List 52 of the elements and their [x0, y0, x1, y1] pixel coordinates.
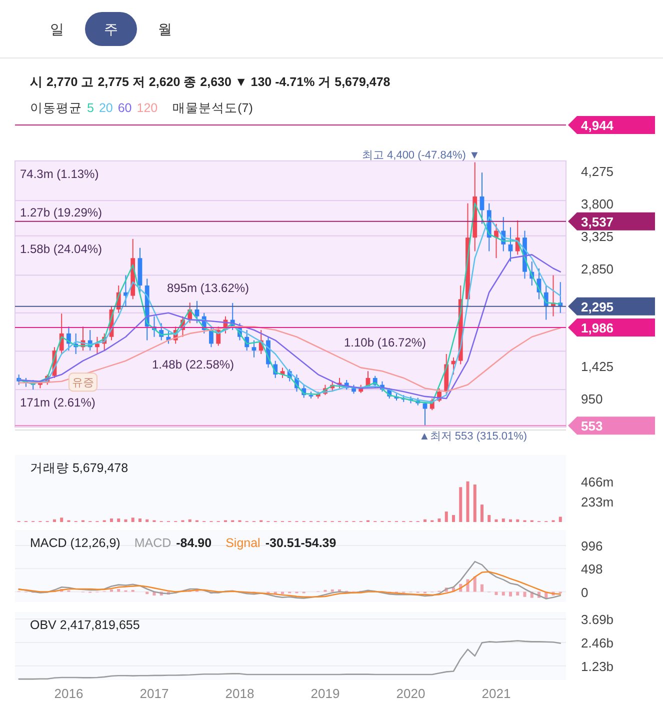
band-label: 74.3m (1.13%) — [20, 166, 99, 181]
band-label: 895m (13.62%) — [167, 281, 250, 296]
text: 60 — [118, 101, 132, 115]
band-label: 1.58b (24.04%) — [20, 242, 102, 256]
y-tick-label: 233m — [581, 494, 614, 510]
text: 거래량 5,679,478 — [30, 461, 128, 475]
y-tick-label: 3,325 — [581, 228, 614, 244]
x-tick-label: 2021 — [482, 686, 511, 701]
band-label: 171m (2.61%) — [20, 396, 96, 410]
annotation: 유증 — [72, 377, 94, 390]
text: 20 — [98, 101, 113, 115]
annotation: -84.90 — [176, 536, 212, 550]
text: 120 — [136, 101, 158, 115]
y-tick-label: 3.69b — [581, 612, 614, 628]
y-tick-label: 950 — [581, 392, 603, 406]
band-label: 1.48b (22.58%) — [152, 357, 234, 372]
text: 매물분석도(7) — [172, 101, 253, 115]
x-tick-label: 2019 — [310, 686, 340, 701]
text: OBV 2,417,819,655 — [30, 618, 140, 632]
annotation: 최고 4,400 (-47.84%) ▼ — [362, 149, 480, 162]
band-label: 1.27b (19.29%) — [20, 206, 102, 220]
legend-title: 이동평균 — [30, 101, 82, 115]
y-tick-label: 3,800 — [581, 196, 614, 212]
annotation: ▲최저 553 (315.01%) — [418, 430, 528, 443]
ref-line-label: 1,986 — [581, 320, 614, 336]
chart-title: 시 2,770 고 2,775 저 2,620 종 2,630 ▼ 130 -4.71% 거 5,679,478 — [30, 75, 390, 89]
y-tick-label: 2.46b — [581, 635, 614, 650]
y-tick-label: 1,425 — [581, 358, 614, 374]
y-tick-label: 466m — [581, 474, 614, 490]
text: MACD — [134, 536, 172, 550]
y-tick-label: 498 — [581, 562, 603, 577]
text: Signal — [226, 536, 260, 550]
ref-line-label: 4,944 — [581, 118, 614, 133]
y-tick-label: 0 — [581, 584, 588, 600]
y-tick-label: 4,275 — [581, 164, 614, 179]
x-tick-label: 2017 — [140, 686, 169, 701]
ref-line-label: 3,537 — [581, 214, 614, 230]
text: 월 — [158, 21, 172, 37]
text: MACD (12,26,9) — [30, 536, 120, 550]
y-tick-label: 2,850 — [581, 261, 614, 276]
text: 5 — [87, 101, 94, 115]
ref-line-label: 2,295 — [581, 299, 614, 314]
y-tick-label: 996 — [581, 538, 603, 554]
x-tick-label: 2020 — [396, 686, 426, 701]
ref-line-label: 553 — [581, 418, 603, 434]
band-label: 1.10b (16.72%) — [344, 335, 426, 350]
x-tick-label: 2018 — [225, 686, 254, 701]
text: 주 — [104, 21, 118, 37]
annotation: -30.51-54.39 — [265, 536, 336, 550]
x-tick-label: 2016 — [54, 686, 84, 701]
text: 일 — [50, 21, 64, 37]
y-tick-label: 1.23b — [581, 658, 614, 674]
